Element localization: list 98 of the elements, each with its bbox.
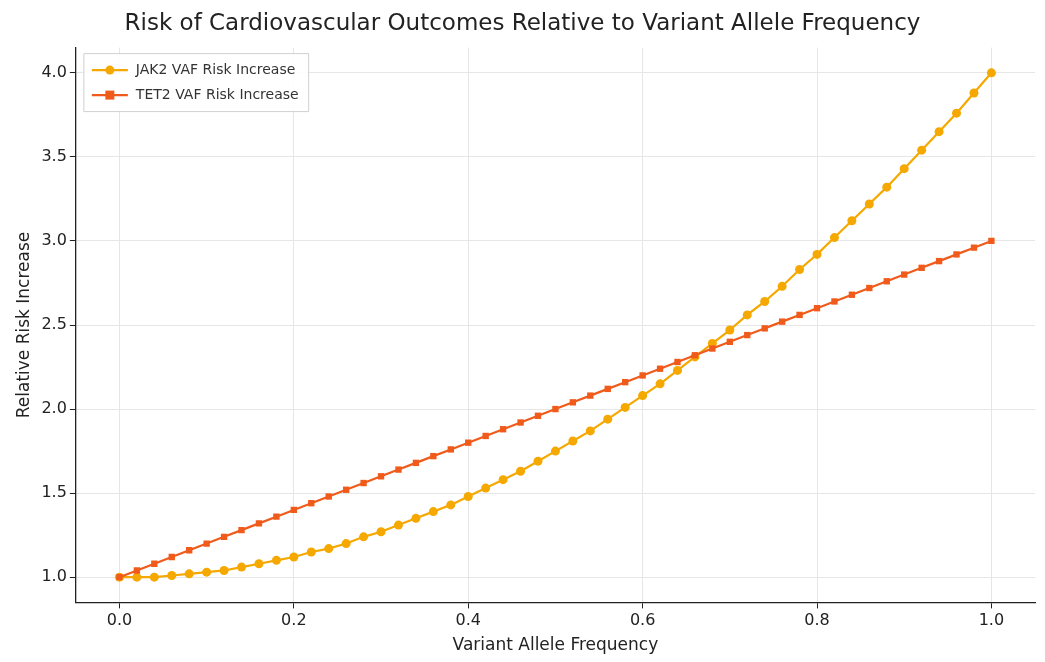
point [585, 426, 595, 436]
y-tick-label: 1.5 [41, 482, 67, 502]
y-tick-label: 3.5 [41, 146, 67, 166]
point [428, 507, 438, 517]
point [901, 271, 908, 278]
point [864, 199, 874, 209]
y-tick-label: 2.5 [41, 314, 67, 334]
point [673, 365, 682, 375]
point [238, 526, 245, 534]
point [411, 513, 421, 523]
point [638, 391, 648, 401]
point [603, 414, 613, 424]
point [237, 562, 247, 572]
point [831, 298, 838, 305]
point [151, 560, 158, 567]
point [149, 572, 159, 582]
point [725, 325, 735, 335]
point [568, 436, 578, 446]
point [882, 182, 892, 192]
point [463, 491, 473, 501]
point [969, 88, 979, 98]
point [132, 572, 142, 582]
point [219, 565, 229, 575]
point [777, 281, 787, 291]
point [517, 419, 524, 426]
point [552, 405, 559, 413]
point [481, 483, 491, 493]
point [359, 532, 369, 542]
point [533, 456, 543, 466]
legend-label: TET2 VAF Risk Increase [134, 85, 299, 102]
point [917, 145, 927, 155]
point [308, 500, 315, 507]
point [202, 567, 212, 577]
x-axis-title: Variant Allele Frequency [452, 634, 659, 655]
y-tick-label: 1.0 [41, 566, 67, 586]
point [709, 345, 716, 352]
point [620, 402, 630, 412]
point [446, 500, 456, 510]
point [899, 164, 909, 174]
point [430, 452, 437, 460]
x-tick-label: 0.2 [281, 610, 307, 630]
point [986, 68, 996, 78]
legend-label: JAK2 VAF Risk Increase [134, 60, 296, 77]
point [778, 318, 786, 325]
point [795, 265, 805, 275]
point [360, 479, 367, 487]
point [341, 539, 351, 549]
y-tick-label: 3.0 [41, 230, 67, 250]
point [498, 475, 508, 485]
point [970, 244, 978, 251]
point [656, 365, 664, 372]
point [325, 493, 332, 500]
point [569, 399, 577, 406]
point [918, 264, 925, 272]
point [273, 513, 280, 520]
point [255, 520, 263, 527]
point [395, 466, 402, 473]
point [306, 547, 316, 557]
point [829, 233, 839, 243]
chart-title: Risk of Cardiovascular Outcomes Relative to Variant Allele Frequency [124, 8, 921, 35]
point [482, 432, 489, 440]
point [847, 216, 857, 226]
point [184, 569, 194, 579]
point [639, 372, 646, 379]
point [952, 108, 962, 118]
y-tick-label: 2.0 [41, 398, 67, 418]
point [324, 544, 334, 554]
point [796, 311, 803, 319]
point [203, 540, 210, 547]
point [376, 527, 386, 537]
point [760, 296, 770, 306]
x-tick-label: 0.6 [629, 610, 656, 630]
point [271, 555, 281, 565]
y-tick-label: 4.0 [41, 61, 67, 81]
point [883, 278, 890, 285]
point [550, 446, 560, 456]
point [988, 237, 995, 245]
point [674, 358, 681, 366]
point [953, 251, 960, 258]
point [167, 571, 177, 580]
point [516, 466, 526, 476]
point [761, 325, 768, 332]
point [133, 567, 141, 574]
point [447, 446, 454, 453]
point [393, 520, 403, 530]
point [655, 379, 665, 389]
point [934, 127, 944, 137]
point [866, 284, 873, 292]
x-tick-label: 0.8 [804, 610, 830, 630]
point [289, 552, 299, 562]
x-tick-label: 0.4 [455, 610, 481, 630]
x-tick-label: 0.0 [106, 610, 133, 630]
point [587, 392, 594, 399]
point [742, 310, 752, 320]
point [254, 559, 264, 569]
x-tick-label: 1.0 [978, 610, 1005, 630]
point [812, 249, 822, 259]
y-axis-title: Relative Risk Increase [12, 231, 33, 419]
